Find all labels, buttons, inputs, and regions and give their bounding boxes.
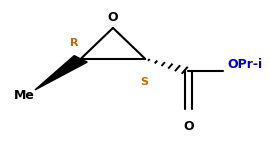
Polygon shape — [35, 56, 87, 90]
Text: R: R — [70, 38, 78, 48]
Text: O: O — [183, 120, 194, 133]
Text: OPr-i: OPr-i — [227, 58, 263, 71]
Text: S: S — [140, 77, 148, 87]
Text: O: O — [108, 11, 118, 24]
Text: Me: Me — [13, 89, 34, 102]
